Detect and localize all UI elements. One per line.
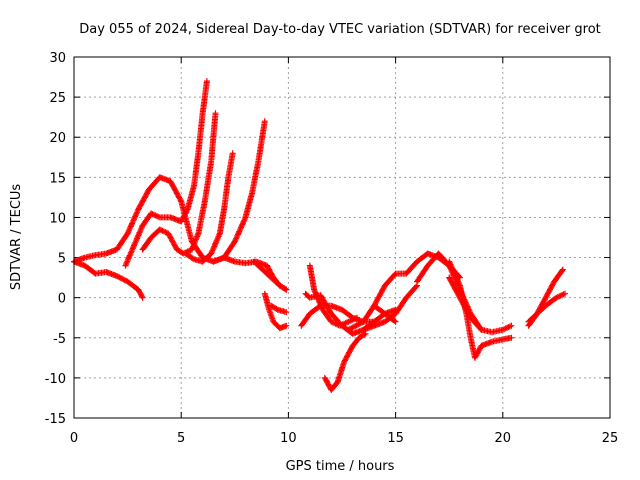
y-tick-label: 15: [49, 171, 66, 186]
data-point-markers: [71, 174, 290, 293]
series-arc-c: [122, 78, 210, 269]
y-tick-label: 0: [58, 292, 66, 307]
series-arc-s: [446, 274, 485, 333]
series-arc-d: [139, 110, 219, 257]
series-arc-r: [446, 258, 515, 361]
data-point-markers: [122, 78, 210, 269]
data-point-markers: [210, 118, 268, 265]
data-point-markers: [182, 150, 236, 265]
x-tick-label: 5: [177, 431, 185, 446]
series-arc-u: [525, 290, 568, 325]
x-axis-label: GPS time / hours: [286, 459, 395, 474]
y-tick-label: -10: [45, 372, 66, 387]
series-arc-f: [210, 118, 268, 265]
series-arc-e: [182, 150, 236, 265]
y-tick-label: 30: [49, 51, 66, 66]
series-arc-p: [371, 302, 399, 325]
series-arc-b: [71, 174, 290, 293]
data-point-markers: [321, 330, 369, 393]
y-tick-label: 5: [58, 252, 66, 267]
series-arc-m: [321, 330, 369, 393]
data-point-markers: [525, 290, 568, 325]
y-axis-ticks: -15 -10 -5 0 5 10 15 20 25 30: [45, 51, 610, 427]
plot-frame: [73, 56, 611, 419]
x-tick-label: 20: [495, 431, 512, 446]
series-arc-h: [261, 290, 290, 332]
y-axis-label: SDTVAR / TECUs: [9, 184, 24, 291]
data-point-markers: [139, 110, 219, 257]
series-arc-g: [251, 258, 290, 293]
data-point-markers: [360, 282, 420, 333]
data-point-markers: [251, 258, 290, 293]
data-point-markers: [446, 274, 485, 333]
y-tick-label: -15: [45, 412, 66, 427]
x-axis-ticks: 0 5 10 15 20 25: [70, 57, 618, 446]
x-tick-label: 25: [602, 431, 619, 446]
y-tick-label: 25: [49, 91, 66, 106]
grid-lines: [74, 57, 610, 418]
x-tick-label: 10: [280, 431, 297, 446]
y-tick-label: -5: [53, 332, 66, 347]
data-points: [71, 78, 568, 393]
y-tick-label: 10: [49, 211, 66, 226]
data-point-markers: [261, 290, 290, 332]
series-arc-i: [268, 302, 290, 316]
x-tick-label: 15: [387, 431, 404, 446]
x-tick-label: 0: [70, 431, 78, 446]
data-point-markers: [268, 302, 290, 316]
data-point-markers: [446, 258, 515, 361]
data-point-markers: [71, 258, 146, 301]
chart-title: Day 055 of 2024, Sidereal Day-to-day VTE…: [79, 22, 601, 37]
data-point-markers: [371, 302, 399, 325]
series-arc-a: [71, 258, 146, 301]
series-arc-o: [360, 282, 420, 333]
y-tick-label: 20: [49, 131, 66, 146]
